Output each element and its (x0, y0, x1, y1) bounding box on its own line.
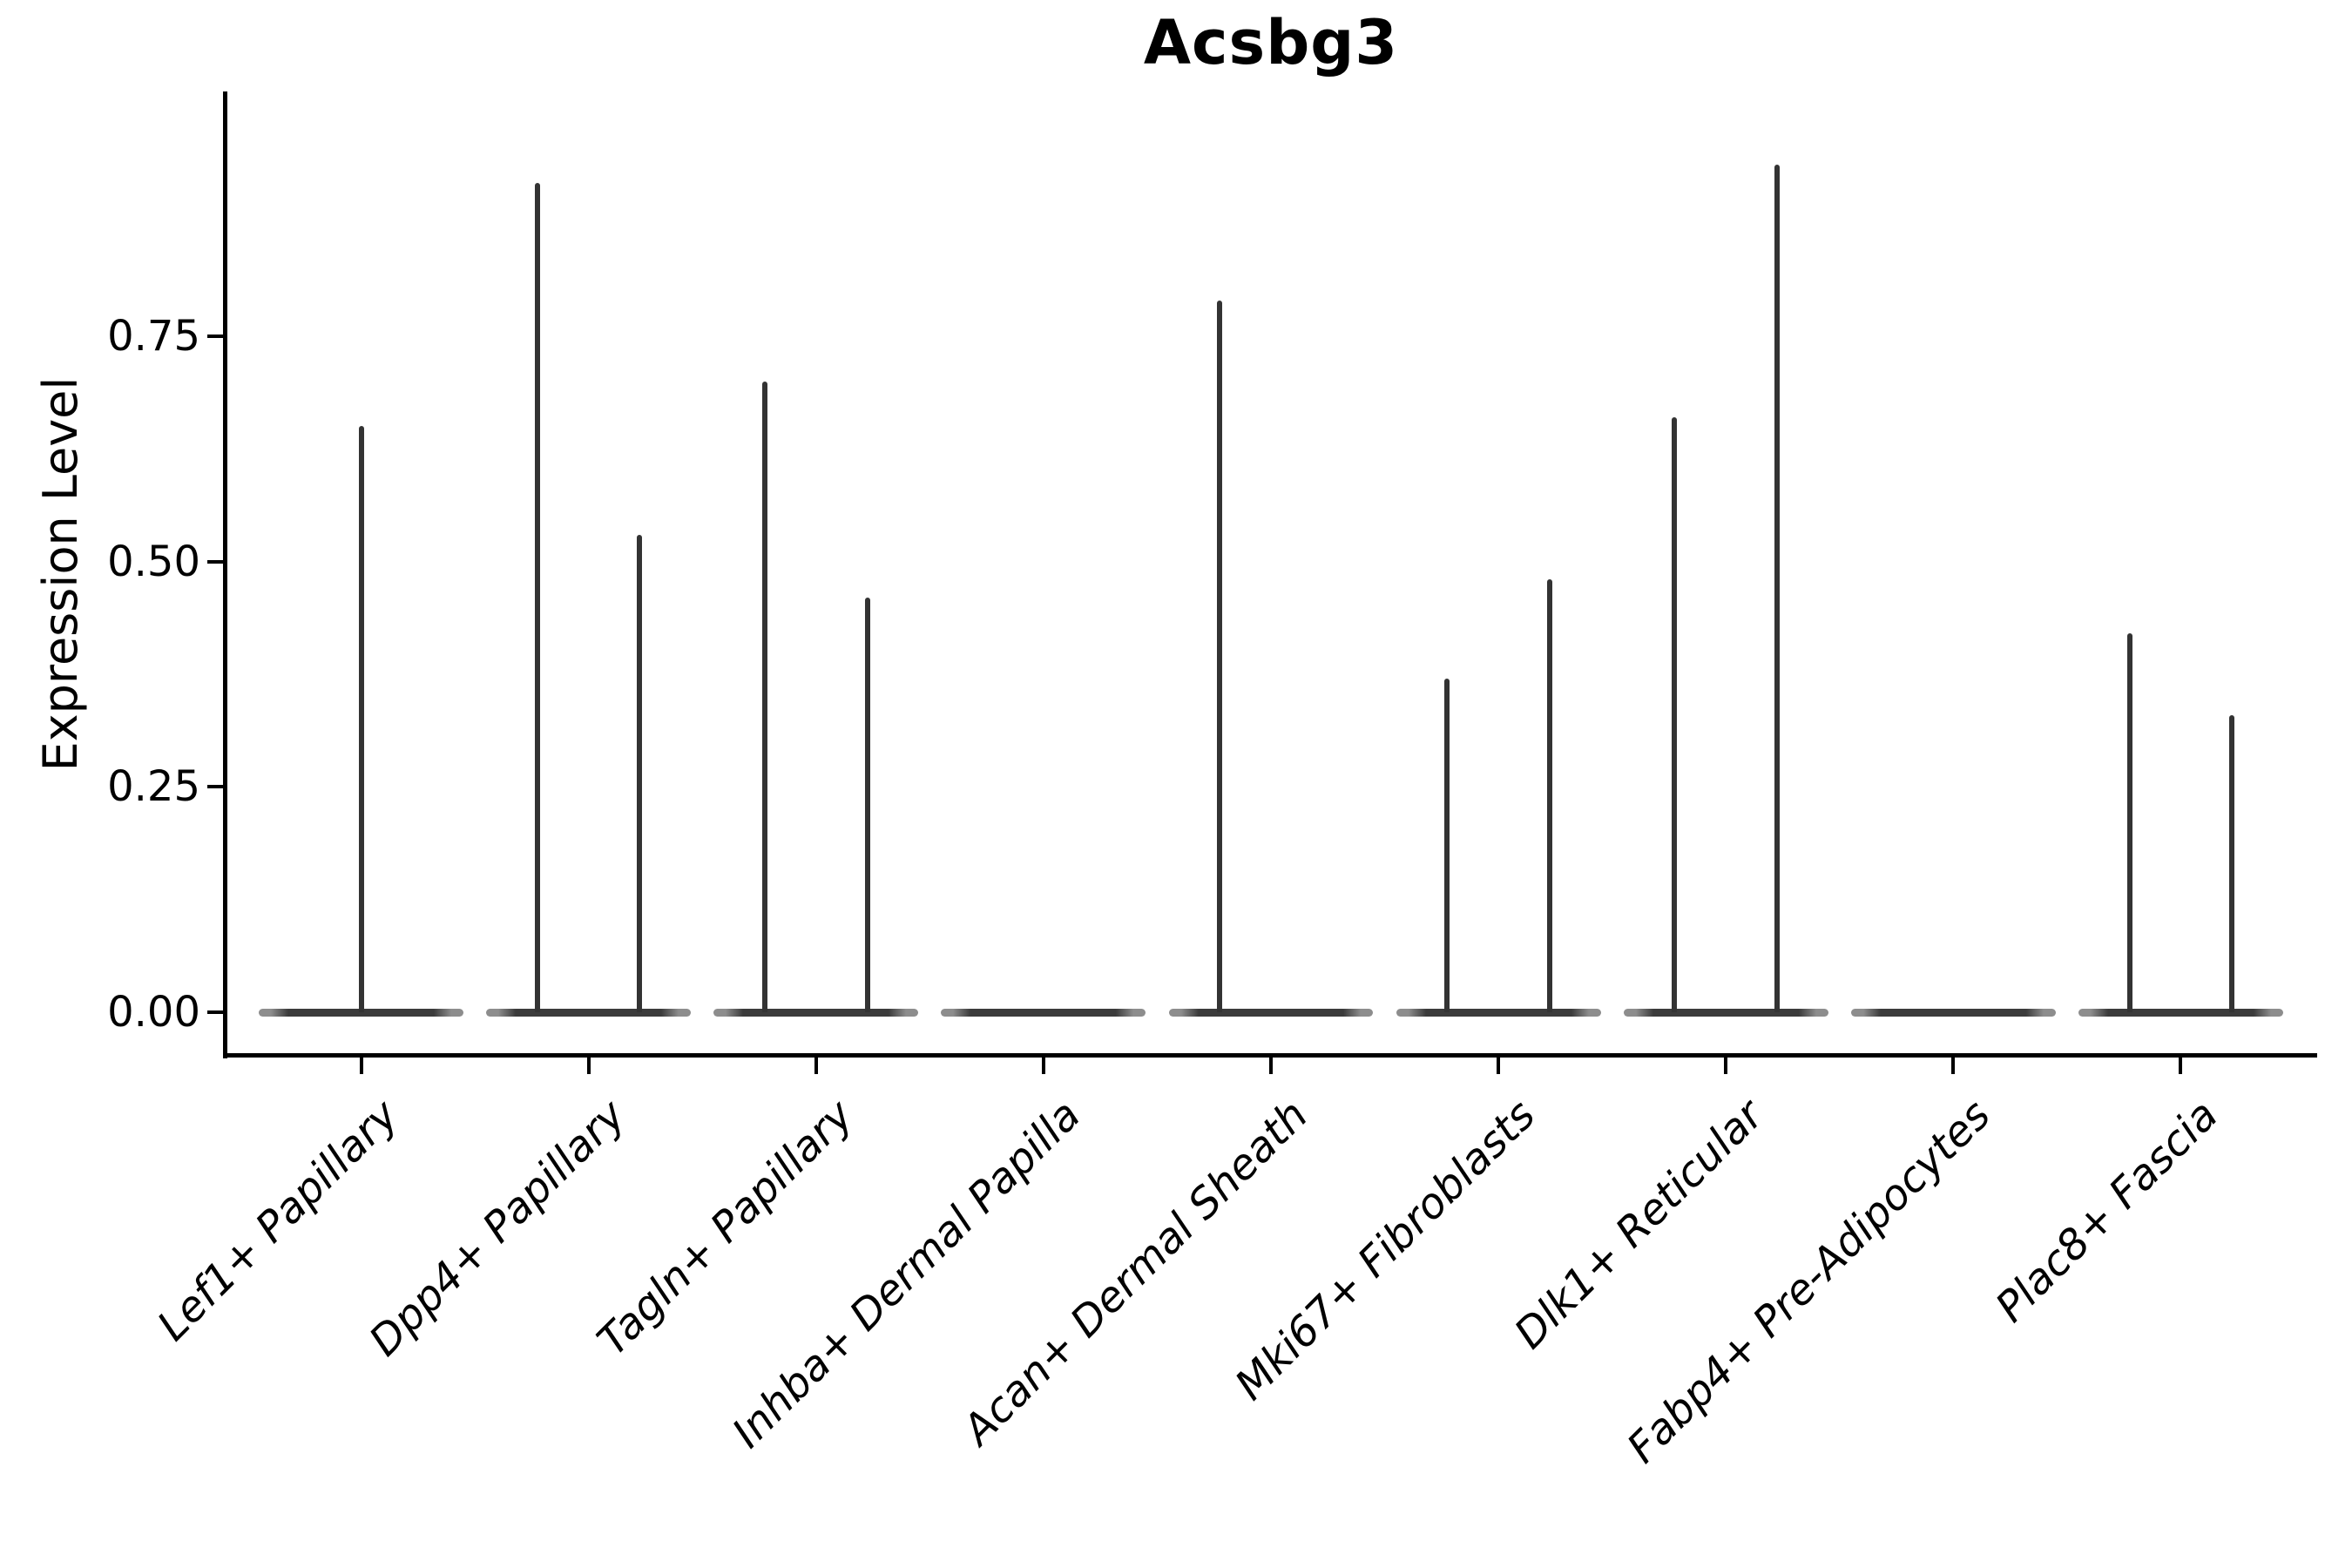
x-axis-line (223, 1053, 2317, 1058)
violin-baseline (2078, 1008, 2283, 1017)
y-axis-line (223, 91, 227, 1058)
violin-baseline (1168, 1008, 1374, 1017)
x-tick-label: Plac8+ Fascia (1986, 1091, 2227, 1332)
expression-spike (534, 183, 540, 1012)
expression-spike (1444, 679, 1450, 1012)
expression-spike (358, 426, 364, 1012)
y-tick-label: 0.50 (107, 537, 200, 586)
x-tick-label: Dlk1+ Reticular (1504, 1091, 1773, 1359)
violin-baseline (713, 1008, 919, 1017)
x-tick (1724, 1058, 1728, 1074)
expression-spike (762, 381, 768, 1012)
x-tick (359, 1058, 363, 1074)
y-tick-label: 0.00 (107, 988, 200, 1037)
x-tick-label: Fabp4+ Pre-Adipocytes (1618, 1091, 2000, 1473)
y-tick-label: 0.75 (107, 311, 200, 361)
expression-spike (1774, 165, 1780, 1012)
expression-spike (864, 598, 870, 1012)
x-tick (1041, 1058, 1045, 1074)
x-tick (1951, 1058, 1956, 1074)
x-tick (1269, 1058, 1273, 1074)
x-tick (1497, 1058, 1501, 1074)
violin-baseline (1623, 1008, 1828, 1017)
y-tick (207, 785, 223, 789)
violin-baseline (486, 1008, 692, 1017)
y-tick (207, 559, 223, 564)
expression-spike (1217, 300, 1223, 1012)
violin-baseline (259, 1008, 464, 1017)
x-tick (2179, 1058, 2183, 1074)
x-tick-label: Lef1+ Papillary (148, 1091, 409, 1351)
expression-spike (2126, 633, 2132, 1012)
expression-spike (1546, 579, 1552, 1012)
expression-spike (2229, 714, 2235, 1012)
violin-baseline (1850, 1008, 2056, 1017)
y-tick (207, 334, 223, 338)
y-tick-label: 0.25 (107, 762, 200, 812)
violin-baseline (1396, 1008, 1601, 1017)
expression-spike (1672, 417, 1678, 1012)
x-tick (814, 1058, 818, 1074)
violin-baseline (941, 1008, 1146, 1017)
expression-spike (637, 534, 643, 1012)
plot-title: Acsbg3 (1143, 7, 1399, 78)
y-tick (207, 1010, 223, 1014)
x-tick (586, 1058, 591, 1074)
